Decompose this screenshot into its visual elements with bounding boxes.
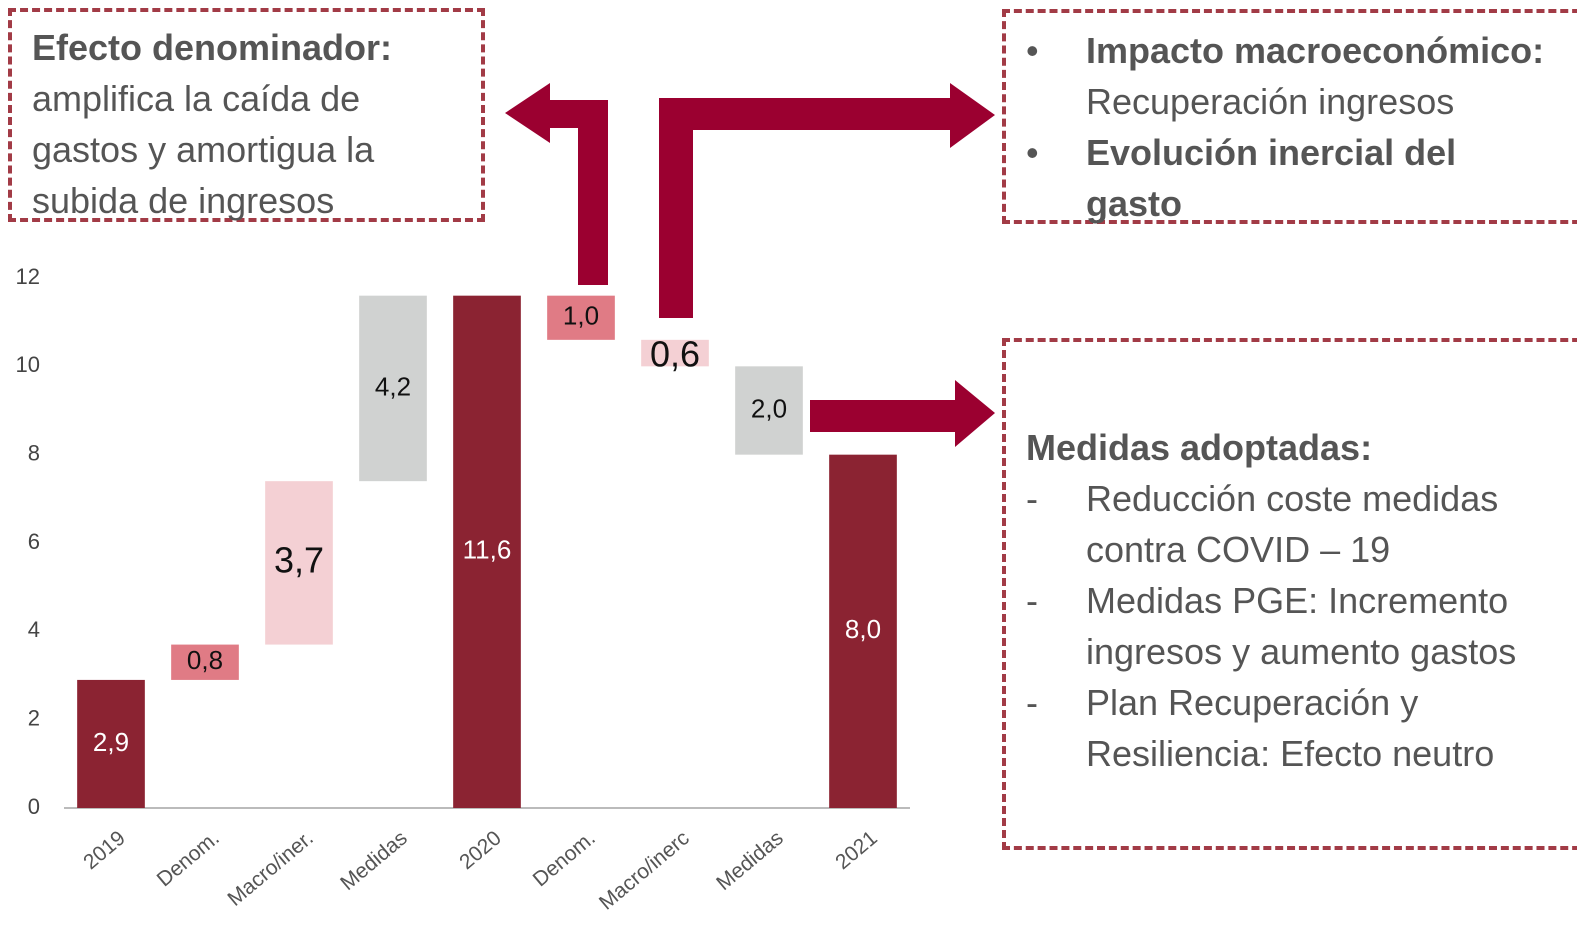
y-tick-label: 12: [16, 264, 40, 289]
data-label: 1,0: [563, 301, 599, 331]
y-tick-label: 8: [28, 440, 40, 465]
note-line: amplifica la caída de: [32, 78, 361, 119]
y-tick-label: 2: [28, 705, 40, 730]
x-tick-label: 2020: [455, 826, 506, 874]
data-label: 2,0: [751, 393, 787, 423]
x-tick-label: 2019: [79, 826, 130, 874]
data-label: 4,2: [375, 371, 411, 401]
data-label: 2,9: [93, 727, 129, 757]
data-label: 8,0: [845, 614, 881, 644]
data-label: 0,6: [650, 334, 700, 375]
x-tick-label: Denom.: [529, 826, 600, 891]
note-item-text: Reducción coste medidas contra COVID – 1…: [1086, 478, 1499, 570]
bar: [77, 679, 145, 808]
x-tick-label: Medidas: [336, 826, 412, 895]
data-label: 3,7: [274, 539, 324, 580]
note-box: • Impacto macroeconómico: Recuperación i…: [1002, 9, 1577, 224]
note-item: - Reducción coste medidas contra COVID – …: [1026, 473, 1556, 575]
x-tick-label: Macro/inerc: [595, 826, 694, 914]
bar: [547, 295, 615, 340]
note-item: • Impacto macroeconómico: Recuperación i…: [1006, 25, 1566, 127]
y-tick-label: 4: [28, 617, 40, 642]
bar: [829, 454, 897, 808]
plot: 0 2 4 6 8 10 12 2,9 2019 0,8 Denom. 3,7 Macro/iner. 4…: [16, 264, 910, 915]
note-box: Medidas adoptadas: - Reducción coste medi…: [1002, 338, 1577, 850]
x-tick-label: Denom.: [153, 826, 224, 891]
note-item-text: Plan Recuperación y Resiliencia: Efecto …: [1086, 682, 1495, 774]
x-tick-label: 2021: [831, 826, 882, 874]
note-line: gastos y amortigua la: [32, 129, 375, 170]
bar: [735, 366, 803, 455]
note-item: • Evolución inercial del gasto: [1006, 127, 1486, 229]
note-item-title: Impacto macroeconómico:: [1086, 30, 1545, 71]
note-item: - Plan Recuperación y Resiliencia: Efecto…: [1026, 677, 1556, 779]
note-title: Medidas adoptadas:: [1026, 427, 1373, 468]
note-line: subida de ingresos: [32, 180, 335, 221]
arrow: [505, 83, 608, 285]
x-tick-label: Macro/iner.: [223, 826, 317, 910]
note-item-text: Recuperación ingresos: [1086, 81, 1455, 122]
note-item-text: Medidas PGE: Incremento ingresos y aumen…: [1086, 580, 1517, 672]
data-label: 11,6: [463, 535, 512, 565]
note-box: Efecto denominador: amplifica la caída d…: [8, 8, 485, 222]
note-item-title: Evolución inercial del gasto: [1086, 132, 1457, 224]
bar: [171, 644, 239, 680]
bar: [359, 295, 427, 482]
y-tick-label: 10: [16, 352, 40, 377]
x-tick-label: Medidas: [712, 826, 788, 895]
note-item: - Medidas PGE: Incremento ingresos y aume…: [1026, 575, 1556, 677]
bar: [265, 481, 333, 645]
note-title: Efecto denominador:: [32, 27, 393, 68]
arrow: [659, 83, 995, 318]
arrow: [810, 380, 995, 447]
y-tick-label: 6: [28, 529, 40, 554]
bar: [641, 339, 709, 367]
y-tick-label: 0: [28, 794, 40, 819]
arrows: [505, 83, 995, 447]
data-label: 0,8: [187, 645, 223, 675]
bar: [453, 295, 521, 809]
